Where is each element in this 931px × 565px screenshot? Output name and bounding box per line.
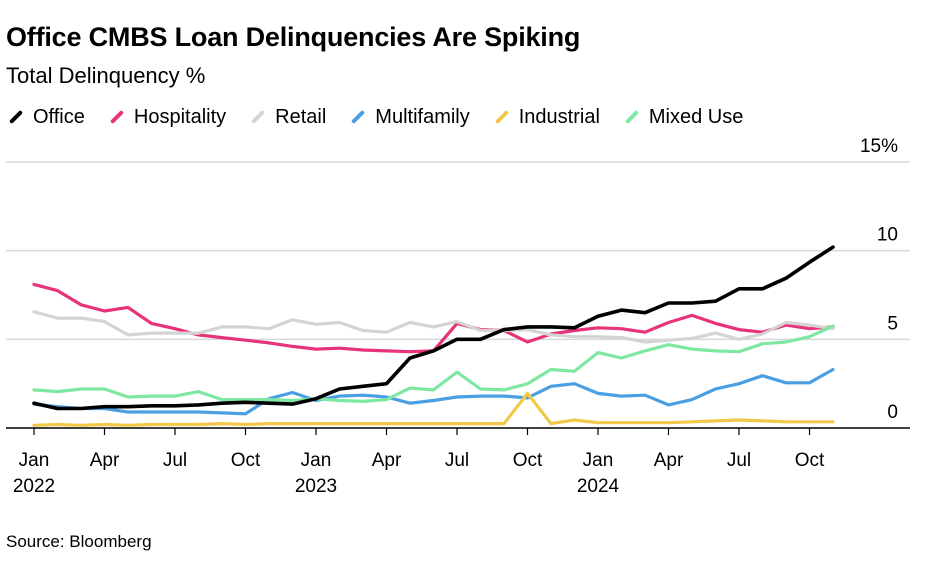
x-tick-label: Jan bbox=[583, 450, 614, 471]
series-line-office bbox=[32, 245, 835, 411]
x-tick-label: Oct bbox=[231, 450, 261, 471]
series-lines bbox=[32, 245, 835, 427]
x-tick-label: Jul bbox=[163, 450, 187, 471]
x-tick-label: Jan bbox=[19, 450, 50, 471]
series-line-multifamily bbox=[32, 367, 835, 416]
legend-label: Mixed Use bbox=[648, 105, 744, 128]
x-tick-label: Apr bbox=[90, 450, 120, 471]
x-axis: Jan 2022 Apr Jul Oct Jan 2023 Apr Jul Oct Jan 2024 A… bbox=[13, 428, 825, 497]
legend-label: Multifamily bbox=[375, 105, 470, 128]
x-tick-label: Apr bbox=[372, 450, 402, 471]
y-tick-label: 0 bbox=[887, 402, 898, 423]
series-line-mixed-use bbox=[32, 324, 835, 403]
legend-item-retail: Retail bbox=[248, 106, 326, 129]
chart-title: Office CMBS Loan Delinquencies Are Spiki… bbox=[6, 22, 581, 52]
x-tick-label: Jul bbox=[445, 450, 469, 471]
x-tick-year-label: 2022 bbox=[13, 476, 55, 497]
y-tick-label: 10 bbox=[877, 225, 898, 246]
x-tick-label: Oct bbox=[513, 450, 543, 471]
chart-subtitle: Total Delinquency % bbox=[6, 63, 206, 88]
series-line-industrial bbox=[32, 391, 835, 427]
legend-item-industrial: Industrial bbox=[492, 106, 600, 129]
line-chart: Jan 2022 Apr Jul Oct Jan 2023 Apr Jul Oct Jan 2024 A… bbox=[6, 136, 910, 497]
source-note: Source: Bloomberg bbox=[6, 532, 152, 551]
y-axis: 15% 10 5 0 bbox=[860, 136, 898, 423]
series-line-hospitality bbox=[32, 282, 835, 354]
legend-label: Retail bbox=[275, 105, 327, 128]
chart-legend: Office Hospitality Retail Multifamily Indust… bbox=[6, 104, 765, 130]
legend-item-multifamily: Multifamily bbox=[348, 105, 470, 129]
x-tick-year-label: 2024 bbox=[577, 476, 620, 497]
legend-item-mixed-use: Mixed Use bbox=[622, 106, 743, 129]
legend-label: Industrial bbox=[518, 105, 600, 128]
y-tick-label: 15% bbox=[860, 136, 898, 157]
legend-label: Office bbox=[33, 105, 85, 128]
legend-item-office: Office bbox=[6, 106, 85, 129]
x-tick-year-label: 2023 bbox=[295, 476, 337, 497]
x-tick-label: Jul bbox=[727, 450, 751, 471]
gridlines bbox=[6, 161, 910, 429]
x-tick-label: Apr bbox=[654, 450, 684, 471]
x-tick-label: Jan bbox=[301, 450, 332, 471]
legend-label: Hospitality bbox=[133, 105, 227, 128]
y-tick-label: 5 bbox=[887, 313, 898, 334]
x-tick-label: Oct bbox=[795, 450, 825, 471]
series-line-retail bbox=[32, 310, 835, 344]
legend-item-hospitality: Hospitality bbox=[107, 106, 226, 129]
